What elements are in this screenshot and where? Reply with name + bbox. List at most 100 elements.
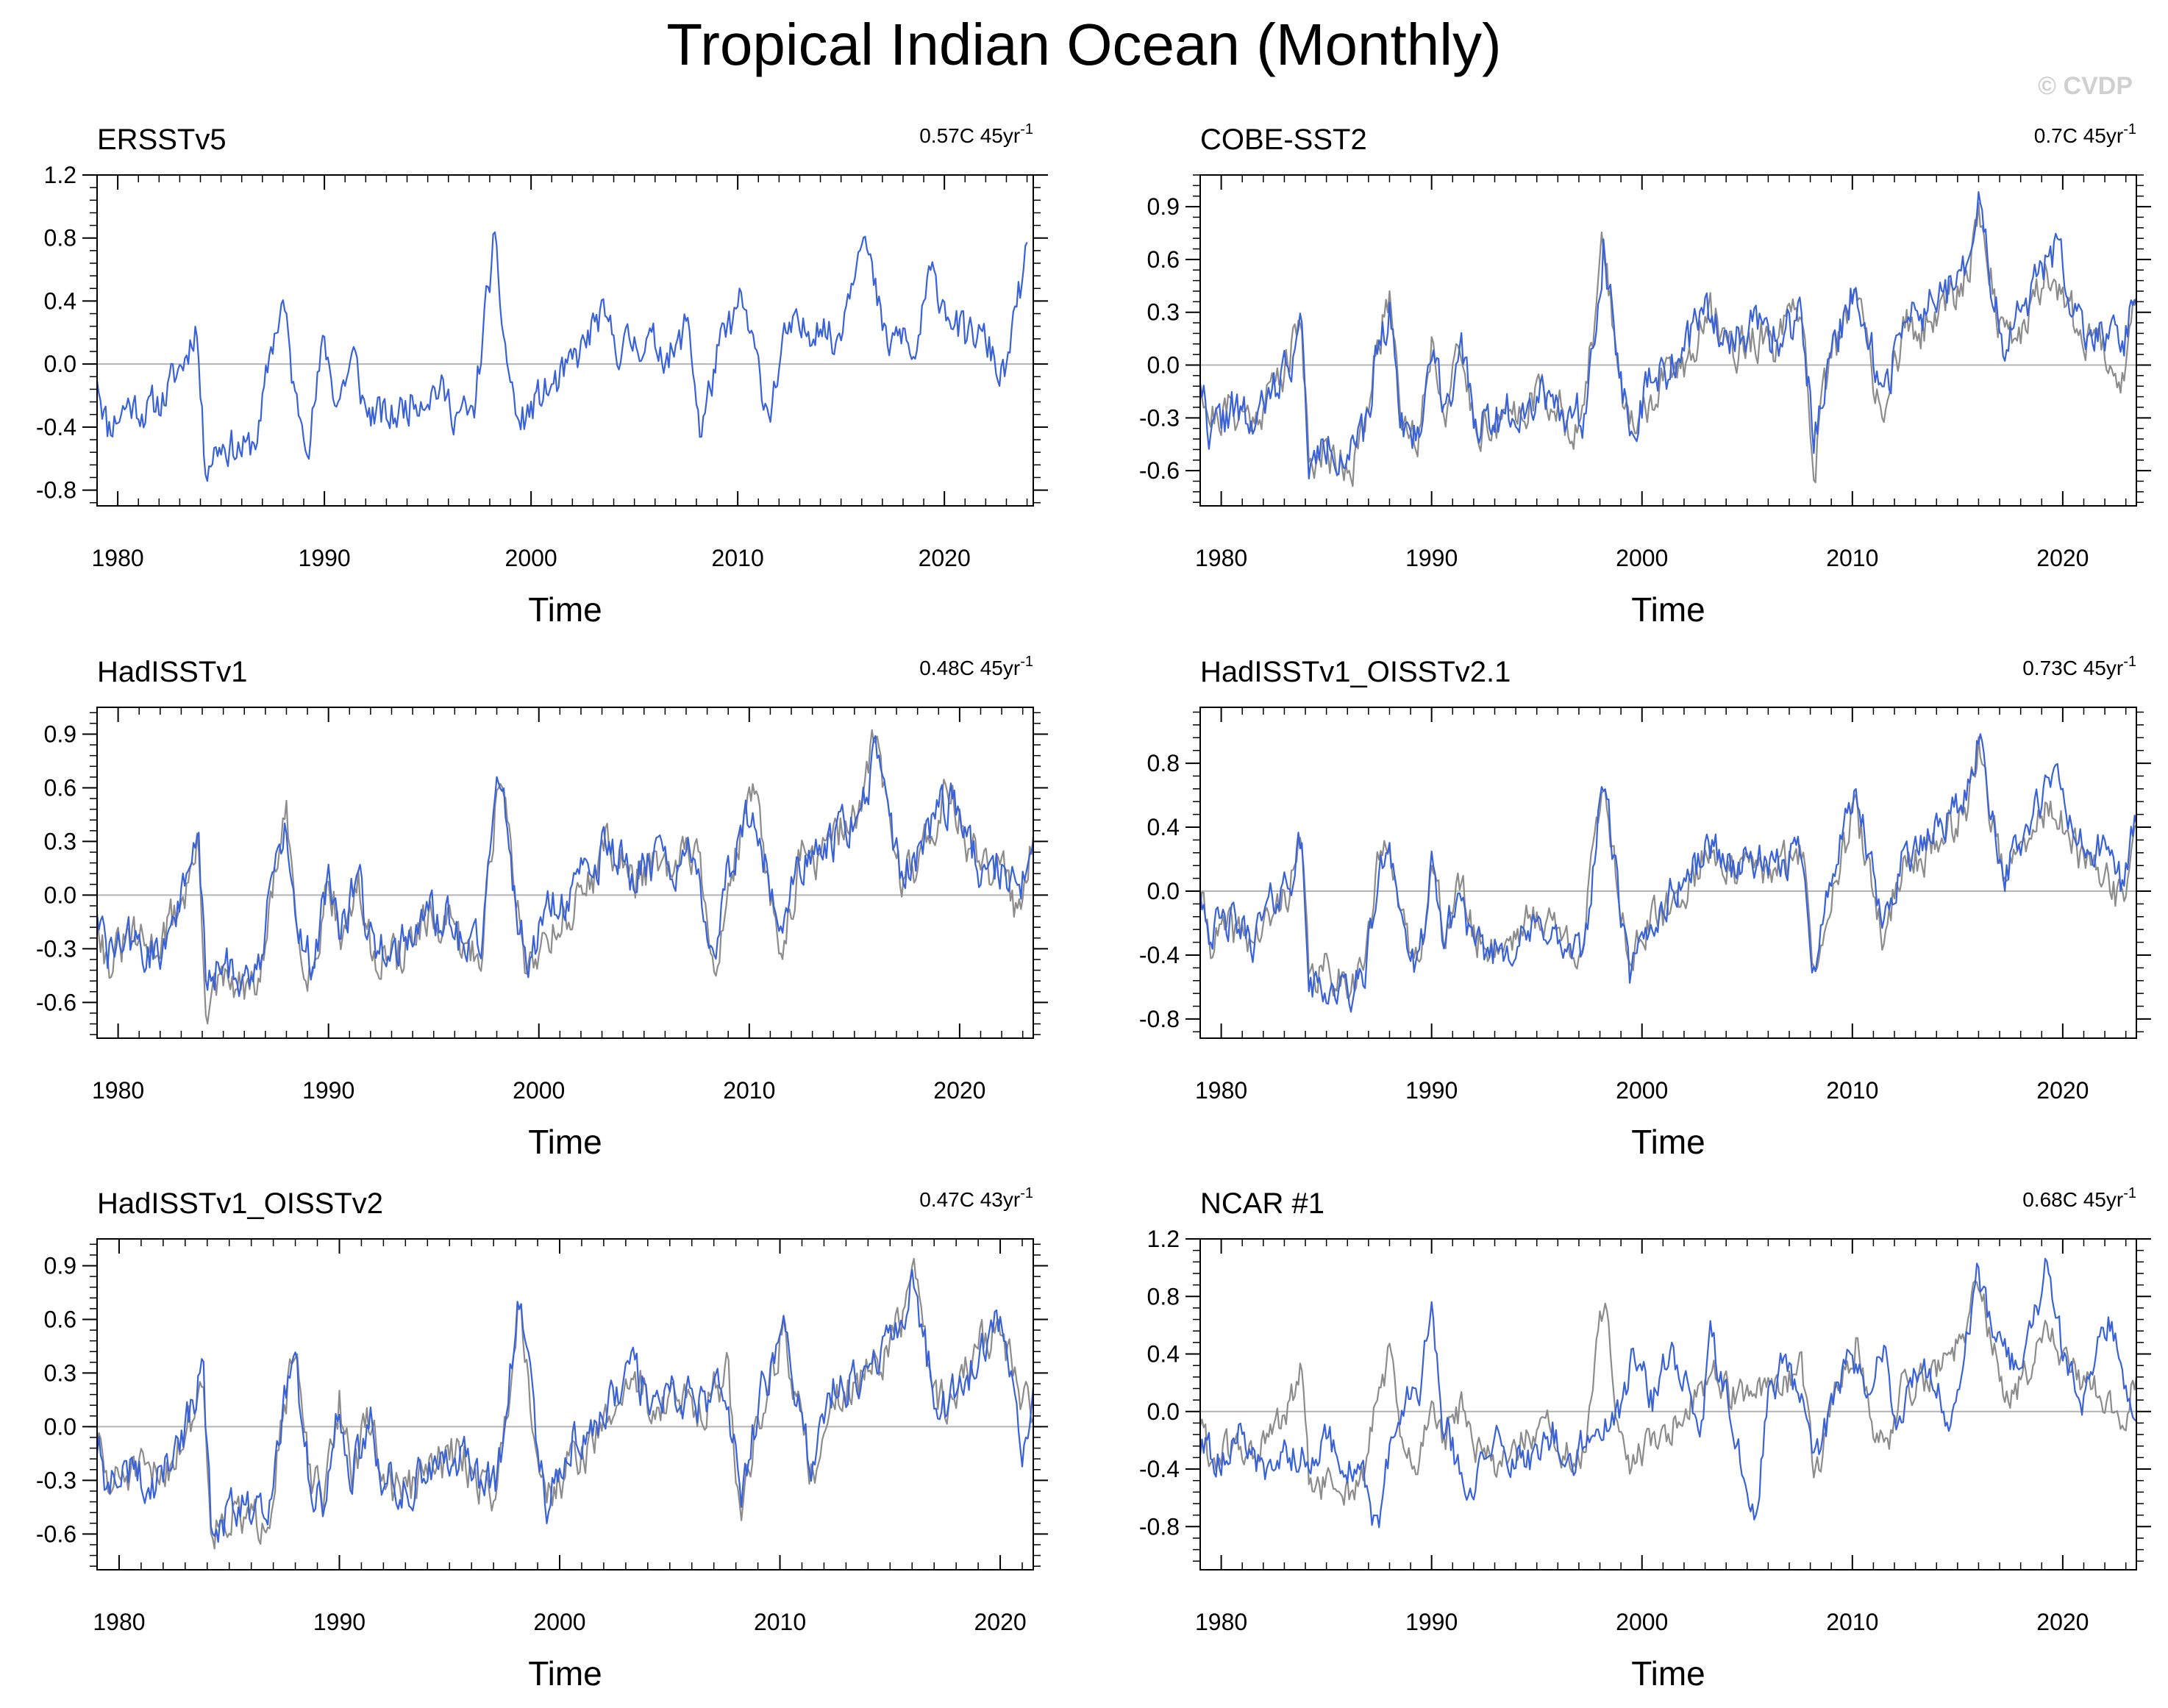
y-tick-label: -0.6 — [36, 1521, 76, 1547]
panel-title: NCAR #1 — [1200, 1187, 1324, 1220]
x-tick-label: 2000 — [1616, 1077, 1668, 1104]
x-tick-label: 2000 — [1616, 545, 1668, 571]
x-tick-label: 1990 — [313, 1609, 366, 1635]
x-tick-label: 2020 — [2036, 1609, 2089, 1635]
x-tick-label: 1980 — [92, 1077, 144, 1104]
panel-3: -0.6 -0.3 0.0 0.3 0.6 0.9 1980 1990 2000 2010 2020… — [36, 654, 1048, 1161]
panels: -0.8 -0.4 0.0 0.4 0.8 1.2 1980 1990 2000 2010 2020… — [36, 121, 2151, 1693]
y-tick-label: 1.2 — [1147, 1226, 1180, 1252]
x-tick-label: 2010 — [712, 545, 764, 571]
y-tick-label: 0.3 — [44, 1359, 76, 1386]
x-axis-label: Time — [528, 1123, 602, 1161]
x-tick-label: 2020 — [974, 1609, 1026, 1635]
panel-title: HadISSTv1 — [97, 656, 248, 688]
x-tick-label: 1980 — [93, 1609, 145, 1635]
x-tick-label: 2020 — [933, 1077, 985, 1104]
series-line-reference — [97, 729, 1033, 1025]
trend-label: 0.73C 45yr-1 — [2022, 654, 2136, 679]
y-tick-label: -0.3 — [1139, 404, 1180, 431]
trend-exponent: -1 — [1020, 121, 1033, 137]
trend-exponent: -1 — [2123, 121, 2136, 137]
x-tick-label: 2000 — [505, 545, 557, 571]
y-tick-label: 0.0 — [1147, 1398, 1180, 1425]
series-group — [1200, 1257, 2136, 1529]
series-line-dataset — [1200, 733, 2136, 1013]
x-tick-label: 2020 — [2036, 1077, 2089, 1104]
trend-label: 0.47C 43yr-1 — [919, 1185, 1033, 1211]
y-tick-label: 0.0 — [1147, 352, 1180, 379]
y-tick-label: 0.8 — [1147, 750, 1180, 776]
plot-frame — [1199, 707, 2137, 1039]
series-line-dataset — [97, 231, 1028, 482]
y-tick-label: 0.4 — [1147, 814, 1180, 840]
y-tick-label: 0.6 — [44, 1306, 76, 1332]
trend-label: 0.48C 45yr-1 — [919, 654, 1033, 679]
x-tick-label: 2020 — [919, 545, 971, 571]
x-axis-label: Time — [1631, 1654, 1705, 1693]
trend-label: 0.68C 45yr-1 — [2022, 1185, 2136, 1211]
series-line-reference — [1200, 1280, 2136, 1506]
x-tick-label: 2020 — [2036, 545, 2089, 571]
panel-2: -0.6 -0.3 0.0 0.3 0.6 0.9 1980 1990 2000 2010 2020… — [1139, 121, 2151, 629]
series-group — [97, 1257, 1033, 1550]
x-axis-label: Time — [528, 1654, 602, 1693]
x-tick-label: 2010 — [723, 1077, 775, 1104]
x-tick-label: 1980 — [1195, 1077, 1247, 1104]
y-tick-label: 0.9 — [44, 721, 76, 747]
x-tick-label: 2010 — [1826, 545, 1878, 571]
x-tick-label: 1990 — [299, 545, 351, 571]
plot-frame — [1199, 174, 2137, 507]
y-tick-label: 0.6 — [1147, 246, 1180, 273]
panel-title: HadISSTv1_OISSTv2.1 — [1200, 656, 1511, 688]
x-tick-label: 1990 — [1405, 545, 1458, 571]
y-tick-label: 0.0 — [44, 882, 76, 908]
x-tick-label: 2010 — [1826, 1077, 1878, 1104]
x-tick-label: 2010 — [1826, 1609, 1878, 1635]
x-tick-label: 1990 — [1405, 1077, 1458, 1104]
x-tick-label: 1990 — [1405, 1609, 1458, 1635]
trend-exponent: -1 — [2123, 654, 2136, 670]
series-group — [1200, 733, 2136, 1013]
y-tick-label: 0.9 — [1147, 193, 1180, 220]
panel-1: -0.8 -0.4 0.0 0.4 0.8 1.2 1980 1990 2000 2010 2020… — [36, 121, 1048, 629]
y-tick-label: 0.9 — [44, 1252, 76, 1279]
x-axis-label: Time — [1631, 1123, 1705, 1161]
y-tick-label: 0.0 — [1147, 878, 1180, 904]
series-line-reference — [1200, 736, 2136, 999]
y-tick-label: -0.3 — [36, 935, 76, 962]
trend-exponent: -1 — [1020, 1185, 1033, 1201]
panel-4: -0.8 -0.4 0.0 0.4 0.8 1980 1990 2000 2010 2020 Tim… — [1139, 654, 2151, 1161]
series-group — [97, 729, 1033, 1025]
y-tick-label: 0.3 — [44, 828, 76, 854]
x-tick-label: 2000 — [513, 1077, 565, 1104]
y-tick-label: -0.4 — [1139, 1456, 1180, 1482]
y-tick-label: 0.6 — [44, 774, 76, 801]
panel-title: HadISSTv1_OISSTv2 — [97, 1187, 383, 1220]
panel-5: -0.6 -0.3 0.0 0.3 0.6 0.9 1980 1990 2000 2010 2020… — [36, 1185, 1048, 1693]
trend-label: 0.7C 45yr-1 — [2034, 121, 2136, 147]
plot-frame — [96, 1238, 1034, 1571]
x-tick-label: 1990 — [302, 1077, 354, 1104]
y-tick-label: 0.4 — [44, 287, 76, 314]
y-tick-label: -0.6 — [1139, 457, 1180, 484]
y-tick-label: 0.4 — [1147, 1341, 1180, 1368]
x-tick-label: 2000 — [1616, 1609, 1668, 1635]
plot-frame — [96, 174, 1034, 507]
y-tick-label: 1.2 — [44, 162, 76, 188]
x-tick-label: 2000 — [533, 1609, 585, 1635]
x-tick-label: 1980 — [1195, 1609, 1247, 1635]
y-tick-label: -0.8 — [36, 477, 76, 504]
y-tick-label: 0.0 — [44, 351, 76, 377]
y-tick-label: -0.8 — [1139, 1513, 1180, 1540]
series-line-reference — [1200, 201, 2136, 487]
y-tick-label: -0.4 — [36, 414, 76, 440]
series-line-reference — [97, 1257, 1033, 1550]
figure-title: Tropical Indian Ocean (Monthly) — [666, 12, 1501, 77]
y-tick-label: 0.8 — [44, 225, 76, 251]
plot-frame — [96, 707, 1034, 1039]
watermark: © CVDP — [2038, 72, 2133, 100]
y-tick-label: -0.3 — [36, 1467, 76, 1493]
trend-exponent: -1 — [1020, 654, 1033, 670]
panel-title: ERSSTv5 — [97, 124, 227, 156]
